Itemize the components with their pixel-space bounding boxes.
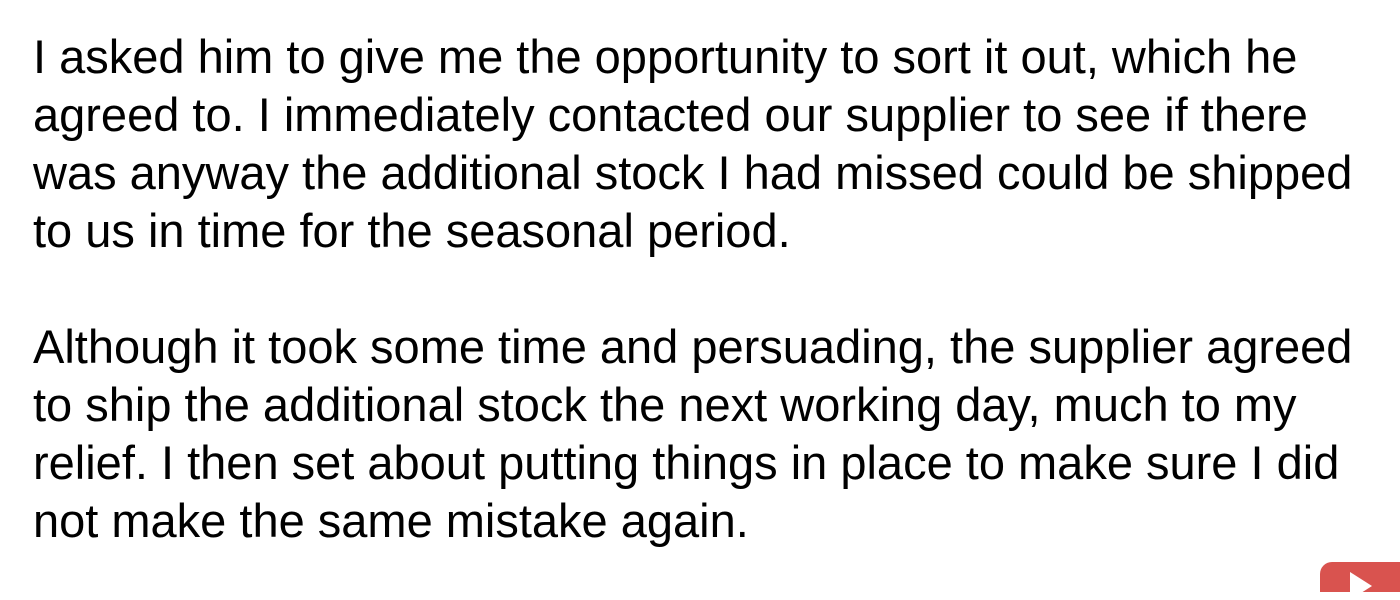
- paragraph-2: Although it took some time and persuadin…: [33, 318, 1383, 550]
- paragraph-1: I asked him to give me the opportunity t…: [33, 28, 1383, 260]
- play-icon: [1350, 572, 1372, 600]
- document-body: I asked him to give me the opportunity t…: [33, 28, 1383, 550]
- paragraph-line: relief. I then set about putting things …: [33, 436, 1340, 489]
- paragraph-line: to us in time for the seasonal period.: [33, 204, 791, 257]
- play-button[interactable]: [1320, 562, 1400, 600]
- paragraph-line: not make the same mistake again.: [33, 494, 749, 547]
- paragraph-line: agreed to. I immediately contacted our s…: [33, 88, 1308, 141]
- paragraph-line: I asked him to give me the opportunity t…: [33, 30, 1298, 83]
- paragraph-line: Although it took some time and persuadin…: [33, 320, 1353, 373]
- paragraph-line: to ship the additional stock the next wo…: [33, 378, 1297, 431]
- paragraph-line: was anyway the additional stock I had mi…: [33, 146, 1353, 199]
